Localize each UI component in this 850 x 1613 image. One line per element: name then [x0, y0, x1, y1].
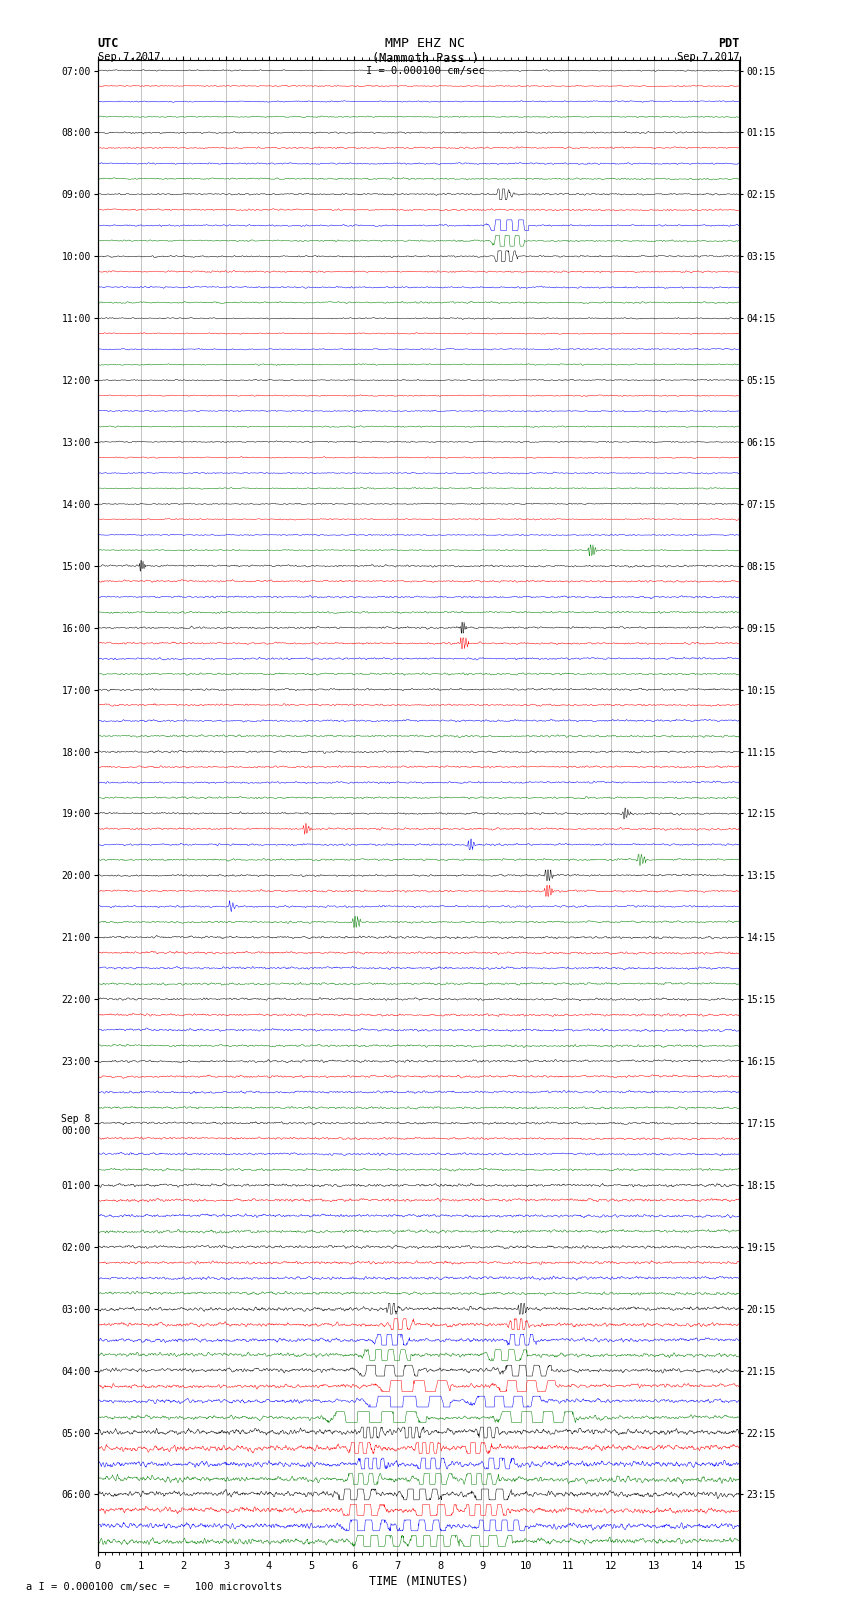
Text: Sep 7,2017: Sep 7,2017: [677, 52, 740, 61]
Text: MMP EHZ NC: MMP EHZ NC: [385, 37, 465, 50]
Text: UTC: UTC: [98, 37, 119, 50]
Text: (Mammoth Pass ): (Mammoth Pass ): [371, 52, 479, 65]
Text: I = 0.000100 cm/sec: I = 0.000100 cm/sec: [366, 66, 484, 76]
Text: PDT: PDT: [718, 37, 740, 50]
X-axis label: TIME (MINUTES): TIME (MINUTES): [369, 1574, 468, 1587]
Text: Sep 7,2017: Sep 7,2017: [98, 52, 161, 61]
Text: a I = 0.000100 cm/sec =    100 microvolts: a I = 0.000100 cm/sec = 100 microvolts: [26, 1582, 281, 1592]
